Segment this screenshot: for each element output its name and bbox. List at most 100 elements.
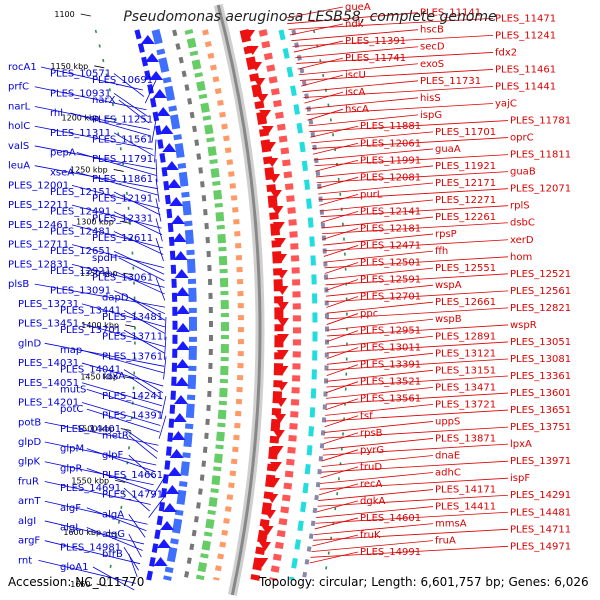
scale-tick-label: 1200 kbp [62,114,100,123]
reverse-gene-arrow [145,53,160,62]
left-gene-label: PLES_14391 [102,411,163,422]
left-label-leader [118,257,165,282]
right-label-leader [318,489,434,501]
right-gene-label: PLES_12551 [435,263,496,274]
left-gene-label: PLES_13441 [60,305,121,316]
left-gene-label: glpF [102,450,123,461]
right-label-leader [311,540,434,553]
right-gene-label: recA [360,479,383,490]
left-label-leader [76,152,157,176]
right-gene-label: yajC [495,99,517,110]
right-gene-label: dgkA [360,496,385,507]
left-gene-label: holC [8,121,30,132]
right-label-leader [324,250,434,263]
right-gene-label: exoS [420,59,444,70]
left-label-leader [155,218,163,242]
forward-gene-arrow [259,542,272,551]
right-gene-label: PLES_11471 [495,13,556,24]
left-label-leader [71,263,165,288]
right-label-leader [316,500,359,513]
right-label-leader [318,182,434,195]
left-gene-label: potC [60,404,83,415]
right-gene-label: purL [360,189,383,200]
forward-gene-arrow [250,62,263,71]
left-gene-label: PLES_14401 [60,424,121,435]
left-label-leader [113,191,161,216]
forward-gene-arrow [256,558,269,567]
left-label-leader [80,349,164,374]
left-gene-label: narL [8,101,31,112]
right-label-leader [326,296,359,308]
reverse-gene-arrow [172,233,187,242]
left-gene-label: PLES_14661 [102,470,163,481]
right-label-leader [324,256,509,269]
right-gene-label: PLES_13871 [435,433,496,444]
left-label-leader [81,362,164,387]
right-label-leader [326,335,434,348]
right-gene-label: PLES_12591 [360,275,421,286]
right-gene-label: wspR [510,320,537,331]
left-label-leader [164,316,167,341]
right-label-leader [326,381,359,394]
forward-gene-arrow [271,206,284,215]
left-label-leader [123,487,150,512]
right-label-leader [317,176,359,189]
left-label-leader [128,435,158,459]
left-label-leader [34,165,158,190]
left-label-leader [160,395,167,420]
forward-gene-arrow [253,78,266,87]
scale-tick-mark [94,65,105,69]
right-gene-label: ispF [510,473,530,484]
left-gene-label: bfrB [102,549,123,560]
right-gene-label: ispG [420,110,442,121]
left-label-leader [123,310,166,334]
scale-tick-label: 1500 kbp [77,425,115,434]
left-label-leader [113,73,145,97]
right-label-leader [315,511,509,524]
left-gene-label: PLES_10931 [50,88,111,99]
right-gene-label: PLES_11921 [435,161,496,172]
right-label-leader [320,466,359,479]
right-gene-label: iscA [345,87,365,98]
left-label-leader [34,106,150,130]
left-label-leader [155,198,162,222]
left-label-leader [86,467,153,492]
scale-tick-label: 1300 kbp [76,217,114,226]
scale-tick-mark [123,272,134,276]
left-label-leader [71,244,164,269]
right-gene-label: PLES_11731 [420,76,481,87]
right-gene-label: PLES_11141 [420,8,481,19]
ring-misc-features [172,29,213,581]
left-label-leader [92,566,135,591]
left-gene-label: glpK [18,457,40,468]
left-label-leader [86,408,160,433]
left-label-leader [128,296,166,321]
left-gene-label: plsB [8,279,29,290]
left-gene-label: PLES_13761 [102,351,163,362]
right-label-leader [289,23,344,36]
left-gene-label: dapD [102,292,129,303]
ring-forward-cds-inner [258,29,301,581]
left-label-leader [123,329,165,354]
left-gene-label: argF [18,536,40,547]
right-gene-label: truD [360,462,382,473]
left-gene-label: PLES_12461 [8,220,69,231]
right-gene-label: PLES_13471 [435,382,496,393]
right-gene-label: rplS [510,201,530,212]
label-leader-lines [34,6,509,591]
right-label-leader [325,398,359,411]
left-gene-label: PLES_14791 [102,490,163,501]
right-label-leader [326,290,509,303]
right-gene-label: PLES_14991 [360,547,421,558]
scale-tick-label: 1150 kbp [51,62,89,71]
left-label-leader [76,171,159,196]
right-label-leader [322,449,359,462]
left-label-leader [123,369,164,393]
forward-gene-arrow [272,430,285,439]
left-gene-label: PLES_14041 [60,365,121,376]
right-label-leader [302,80,419,93]
left-label-leader [71,224,163,249]
left-gene-label: PLES_11311 [50,128,111,139]
left-gene-label: glpR [60,463,82,474]
